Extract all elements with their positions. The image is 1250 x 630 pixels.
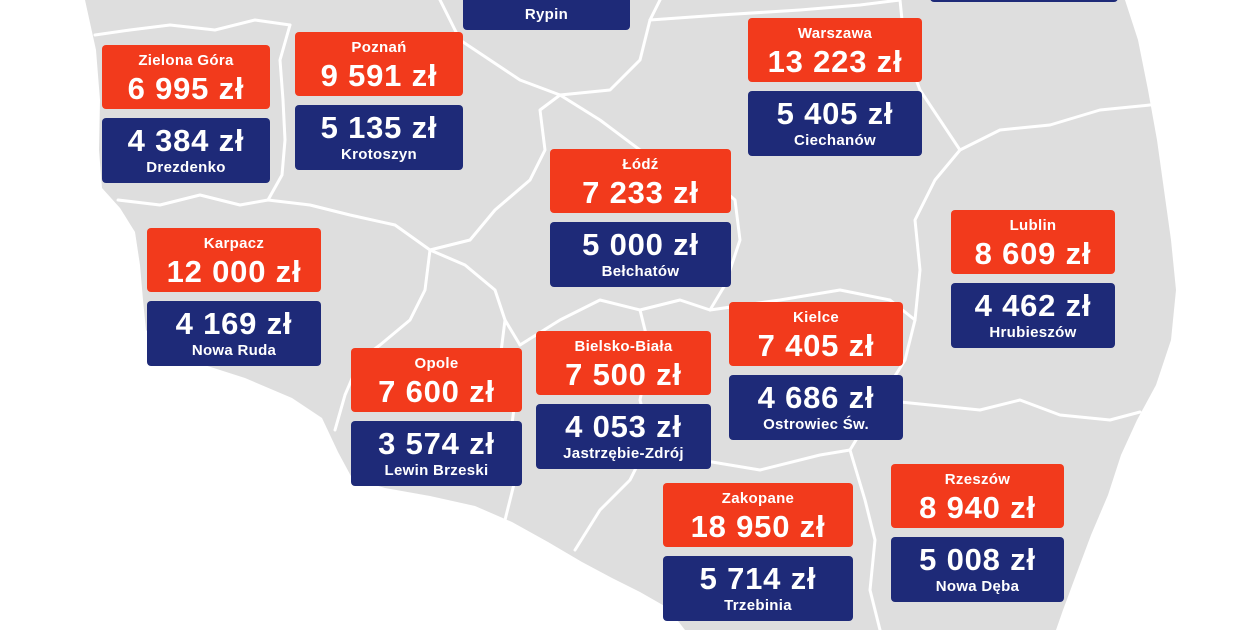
city-name: Rzeszów xyxy=(944,471,1011,488)
label-pair-warszawa: Warszawa 13 223 zł 5 405 zł Ciechanów xyxy=(748,18,922,156)
region-border xyxy=(878,398,1142,422)
price-value: 12 000 zł xyxy=(166,254,302,289)
price-value: 5 008 zł xyxy=(919,542,1036,577)
label-pair-opole: Opole 7 600 zł 3 574 zł Lewin Brzeski xyxy=(351,348,522,486)
city-name: Lublin xyxy=(1009,217,1057,234)
price-value: 5 135 zł xyxy=(320,110,438,145)
navy-label-box: 5 135 zł Krotoszyn xyxy=(295,105,463,170)
navy-label-box: 5 000 zł Bełchatów xyxy=(550,222,731,287)
region-border xyxy=(648,0,902,22)
price-value: 13 223 zł xyxy=(767,44,903,79)
navy-label-box: 5 714 zł Trzebinia xyxy=(663,556,853,621)
region-border xyxy=(848,448,882,630)
city-name: Warszawa xyxy=(797,25,873,42)
red-label-box: Rzeszów 8 940 zł xyxy=(891,464,1064,528)
price-value: 3 574 zł xyxy=(378,426,495,461)
label-pair-poznan: Poznań 9 591 zł 5 135 zł Krotoszyn xyxy=(295,32,463,170)
price-value: 18 950 zł xyxy=(690,509,826,544)
price-value: 6 995 zł xyxy=(127,71,245,106)
red-label-box: Poznań 9 591 zł xyxy=(295,32,463,96)
city-name: Zielona Góra xyxy=(138,52,234,69)
city-name: Łódź xyxy=(622,156,659,173)
region-border xyxy=(428,93,562,252)
city-name: Bełchatów xyxy=(601,263,680,280)
region-border xyxy=(333,248,432,432)
navy-label-box: 3 574 zł Lewin Brzeski xyxy=(351,421,522,486)
city-name: Poznań xyxy=(351,39,407,56)
label-pair-rzeszow: Rzeszów 8 940 zł 5 008 zł Nowa Dęba xyxy=(891,464,1064,602)
region-border xyxy=(93,18,292,37)
price-value: 9 591 zł xyxy=(320,58,438,93)
city-name: Trzebinia xyxy=(724,597,792,614)
label-pair-bielsko-biala: Bielsko-Biała 7 500 zł 4 053 zł Jastrzęb… xyxy=(536,331,711,469)
price-value: 7 600 zł xyxy=(378,374,495,409)
city-name: Ciechanów xyxy=(794,132,876,149)
region-border xyxy=(266,23,292,202)
label-pair-karpacz: Karpacz 12 000 zł 4 169 zł Nowa Ruda xyxy=(147,228,321,366)
red-label-box: Opole 7 600 zł xyxy=(351,348,522,412)
city-name: Krotoszyn xyxy=(340,146,418,163)
navy-label-box: 4 384 zł Drezdenko xyxy=(102,118,270,183)
city-name: Hrubieszów xyxy=(989,324,1077,341)
city-name: Rypin xyxy=(524,6,569,23)
price-value: 4 169 zł xyxy=(175,306,293,341)
label-pair-lodz: Łódź 7 233 zł 5 000 zł Bełchatów xyxy=(550,149,731,287)
region-border xyxy=(428,248,522,347)
price-value: 5 714 zł xyxy=(699,561,817,596)
red-label-box: Kielce 7 405 zł xyxy=(729,302,903,366)
city-name: Bielsko-Biała xyxy=(574,338,673,355)
red-label-box: Zielona Góra 6 995 zł xyxy=(102,45,270,109)
price-value: 4 686 zł xyxy=(757,380,875,415)
navy-label-box: 5 405 zł Ciechanów xyxy=(748,91,922,156)
navy-label-box-partial xyxy=(930,0,1118,2)
red-label-box: Bielsko-Biała 7 500 zł xyxy=(536,331,711,395)
city-name: Zakopane xyxy=(721,490,795,507)
label-pair-lublin: Lublin 8 609 zł 4 462 zł Hrubieszów xyxy=(951,210,1115,348)
price-value: 7 405 zł xyxy=(757,328,875,363)
city-name: Nowa Dęba xyxy=(935,578,1020,595)
city-name: Karpacz xyxy=(203,235,265,252)
red-label-box: Łódź 7 233 zł xyxy=(550,149,731,213)
price-value: 5 000 zł xyxy=(582,227,699,262)
city-name: Opole xyxy=(414,355,459,372)
city-name: Drezdenko xyxy=(146,159,226,176)
price-value: 4 462 zł xyxy=(974,288,1092,323)
price-value: 8 940 zł xyxy=(919,490,1036,525)
city-name: Ostrowiec Św. xyxy=(763,416,869,433)
price-value: 8 609 zł xyxy=(974,236,1092,271)
label-pair-kielce: Kielce 7 405 zł 4 686 zł Ostrowiec Św. xyxy=(729,302,903,440)
city-name: Lewin Brzeski xyxy=(384,462,489,479)
region-border xyxy=(116,193,432,252)
red-label-box: Karpacz 12 000 zł xyxy=(147,228,321,292)
region-border xyxy=(518,298,712,347)
label-pair-zielona-gora: Zielona Góra 6 995 zł 4 384 zł Drezdenko xyxy=(102,45,270,183)
price-value: 7 500 zł xyxy=(565,357,682,392)
city-name: Nowa Ruda xyxy=(191,342,277,359)
navy-label-box: 4 053 zł Jastrzębie-Zdrój xyxy=(536,404,711,469)
region-border xyxy=(438,0,662,97)
price-value: 5 405 zł xyxy=(776,96,894,131)
label-pair-zakopane: Zakopane 18 950 zł 5 714 zł Trzebinia xyxy=(663,483,853,621)
city-name: Kielce xyxy=(793,309,839,326)
navy-label-box: 4 686 zł Ostrowiec Św. xyxy=(729,375,903,440)
red-label-box: Lublin 8 609 zł xyxy=(951,210,1115,274)
navy-label-box: 4 169 zł Nowa Ruda xyxy=(147,301,321,366)
city-name: Jastrzębie-Zdrój xyxy=(563,445,684,462)
price-value: 4 053 zł xyxy=(565,409,682,444)
navy-label-box: 4 462 zł Hrubieszów xyxy=(951,283,1115,348)
price-value: 4 384 zł xyxy=(127,123,245,158)
price-value: 7 233 zł xyxy=(582,175,699,210)
navy-label-box-rypin: Rypin xyxy=(463,0,630,30)
navy-label-box: 5 008 zł Nowa Dęba xyxy=(891,537,1064,602)
red-label-box: Warszawa 13 223 zł xyxy=(748,18,922,82)
red-label-box: Zakopane 18 950 zł xyxy=(663,483,853,547)
